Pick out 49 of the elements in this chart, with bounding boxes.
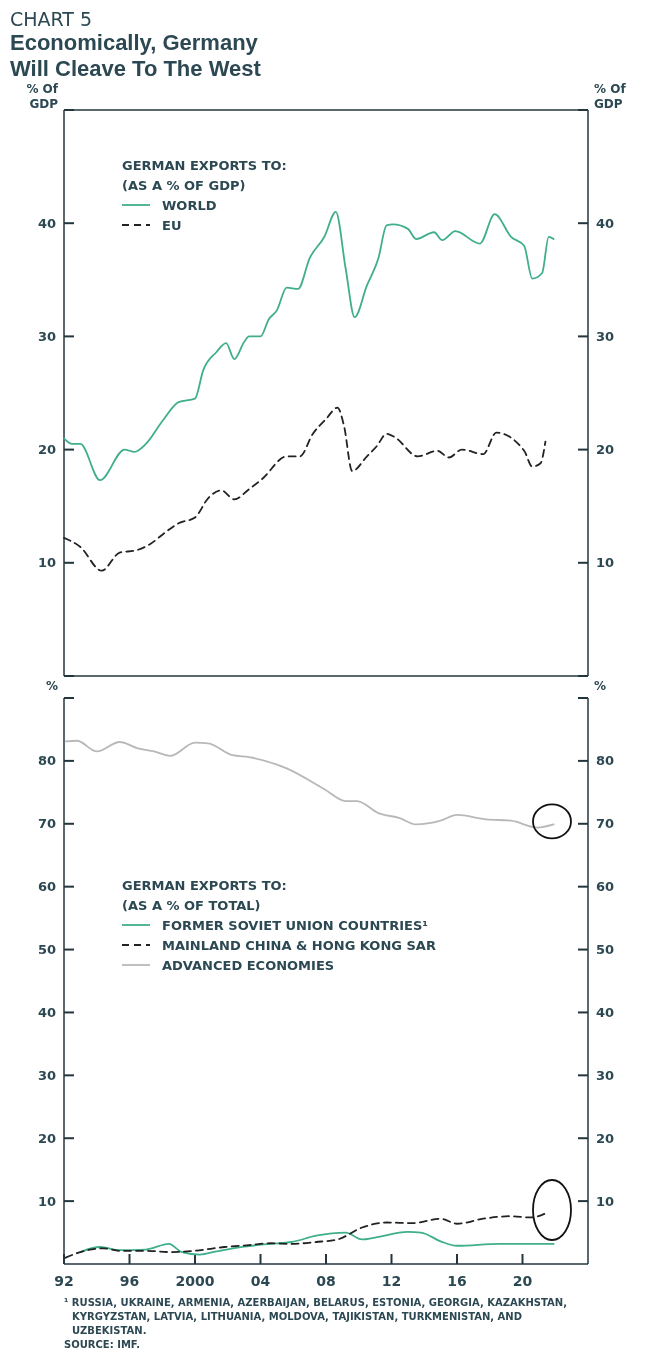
caption: CHART 5 xyxy=(10,8,93,30)
y2-tick-label: 10 xyxy=(596,1193,615,1209)
y2-tick-label: 40 xyxy=(596,1004,615,1020)
y2-tick-label: 40 xyxy=(596,215,615,231)
y-tick-label: 60 xyxy=(37,879,56,895)
x-tick-label: 20 xyxy=(512,1273,533,1289)
y-axis-title: % Of GDP xyxy=(26,82,59,111)
text: ¹ RUSSIA, UKRAINE, ARMENIA, AZERBAIJAN, BELARUS, ESTONIA, GEORGIA, KAZAKHSTAN, KYRGYZSTAN, LATVIA, LITHUANIA, MOLDOVA, TAJIKISTAN, TURKMENISTAN, AND UZBEKISTAN. xyxy=(64,1297,567,1336)
y-tick-label: 50 xyxy=(37,942,56,958)
y-tick-label: 10 xyxy=(37,1193,56,1209)
y2-tick-label: 30 xyxy=(596,328,615,344)
y2-tick-label: 20 xyxy=(596,442,615,458)
y2-tick-label: 50 xyxy=(596,942,615,958)
x-tick-label: 16 xyxy=(447,1273,467,1289)
y2-tick-label: 70 xyxy=(596,816,615,832)
y2-tick-label: 10 xyxy=(596,555,615,571)
y-tick-label: 10 xyxy=(37,555,56,571)
y2-tick-label: 60 xyxy=(596,879,615,895)
y-tick-label: 20 xyxy=(37,1130,56,1146)
x-tick-label: 96 xyxy=(119,1273,140,1289)
y2-tick-label: 80 xyxy=(596,753,615,769)
y2-tick-label: 20 xyxy=(596,1130,615,1146)
x-tick-label: 12 xyxy=(381,1273,402,1289)
legend-label: ADVANCED ECONOMIES xyxy=(162,958,335,973)
y-tick-label: 40 xyxy=(37,1004,56,1020)
legend-label: EU xyxy=(162,218,182,233)
legend-label: FORMER SOVIET UNION COUNTRIES¹ xyxy=(162,918,428,933)
x-tick-label: 04 xyxy=(250,1273,271,1289)
y-tick-label: 40 xyxy=(37,215,56,231)
line-series xyxy=(63,406,547,572)
legend-label: WORLD xyxy=(162,198,217,213)
legend-title: GERMAN EXPORTS TO: (AS A % OF GDP) xyxy=(122,158,287,193)
legend-title: GERMAN EXPORTS TO: (AS A % OF TOTAL) xyxy=(122,878,287,913)
source-note: SOURCE: IMF. xyxy=(64,1339,141,1350)
y-tick-label: 20 xyxy=(37,442,56,458)
y2-axis-title: % Of GDP xyxy=(594,82,627,111)
x-tick-label: 92 xyxy=(54,1273,74,1289)
x-tick-label: 2000 xyxy=(175,1273,215,1289)
chart-title: Economically, Germany Will Cleave To The West xyxy=(10,30,262,81)
line-series xyxy=(63,210,555,482)
y-axis-title: % xyxy=(45,679,58,693)
y-tick-label: 30 xyxy=(37,328,56,344)
y2-axis-title: % xyxy=(594,679,607,693)
legend-label: MAINLAND CHINA & HONG KONG SAR xyxy=(162,938,436,953)
x-tick-label: 08 xyxy=(316,1273,336,1289)
y-tick-label: 70 xyxy=(37,816,56,832)
y2-tick-label: 30 xyxy=(596,1067,615,1083)
y-tick-label: 80 xyxy=(37,753,56,769)
y-tick-label: 30 xyxy=(37,1067,56,1083)
